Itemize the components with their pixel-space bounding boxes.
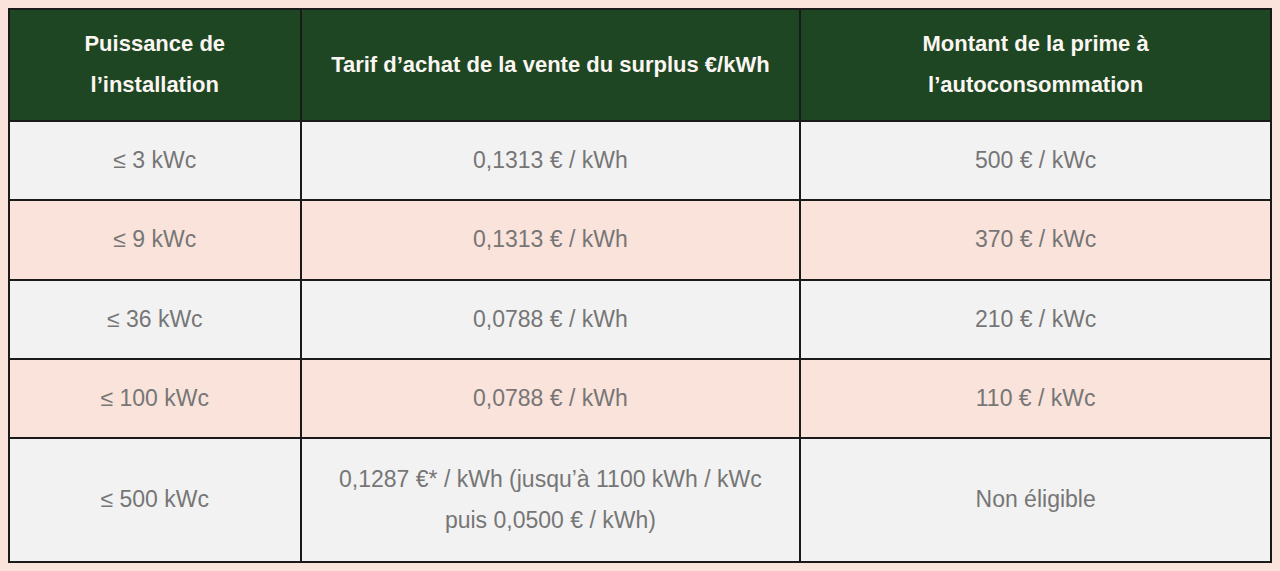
cell-tariff: 0,1287 €* / kWh (jusqu’à 1100 kWh / kWc … [301,438,801,562]
header-cell-prime: Montant de la prime à l’autoconsommation [800,9,1271,121]
header-cell-puissance: Puissance de l’installation [9,9,301,121]
cell-tariff: 0,0788 € / kWh [301,359,801,438]
cell-power: ≤ 3 kWc [9,121,301,200]
table-row: ≤ 36 kWc 0,0788 € / kWh 210 € / kWc [9,280,1271,359]
cell-premium: 370 € / kWc [800,200,1271,279]
table-row: ≤ 100 kWc 0,0788 € / kWh 110 € / kWc [9,359,1271,438]
table-row: ≤ 500 kWc 0,1287 €* / kWh (jusqu’à 1100 … [9,438,1271,562]
cell-power: ≤ 500 kWc [9,438,301,562]
table-row: ≤ 3 kWc 0,1313 € / kWh 500 € / kWc [9,121,1271,200]
cell-tariff: 0,1313 € / kWh [301,200,801,279]
cell-premium: 210 € / kWc [800,280,1271,359]
table-header-row: Puissance de l’installation Tarif d’acha… [9,9,1271,121]
cell-premium: 500 € / kWc [800,121,1271,200]
cell-power: ≤ 36 kWc [9,280,301,359]
table-row: ≤ 9 kWc 0,1313 € / kWh 370 € / kWc [9,200,1271,279]
cell-premium: Non éligible [800,438,1271,562]
cell-tariff: 0,0788 € / kWh [301,280,801,359]
cell-power: ≤ 100 kWc [9,359,301,438]
cell-premium: 110 € / kWc [800,359,1271,438]
cell-power: ≤ 9 kWc [9,200,301,279]
tariff-table: Puissance de l’installation Tarif d’acha… [8,8,1272,563]
cell-tariff: 0,1313 € / kWh [301,121,801,200]
header-cell-tarif: Tarif d’achat de la vente du surplus €/k… [301,9,801,121]
